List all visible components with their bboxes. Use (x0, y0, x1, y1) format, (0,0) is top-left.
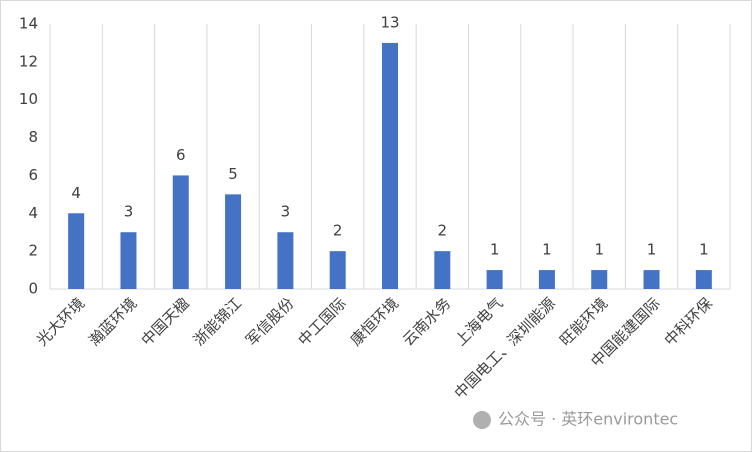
data-label: 4 (71, 184, 81, 202)
bar (225, 194, 242, 289)
y-tick-label: 10 (19, 90, 38, 108)
bar (382, 42, 398, 289)
y-tick-label: 4 (28, 204, 38, 222)
data-label: 1 (594, 241, 604, 259)
bar (329, 251, 346, 289)
bar (538, 270, 555, 289)
data-label: 1 (699, 241, 709, 259)
y-tick-label: 14 (19, 15, 38, 33)
bar (643, 270, 660, 289)
data-label: 1 (542, 241, 552, 259)
data-label: 5 (228, 165, 238, 183)
bar (277, 232, 294, 289)
y-tick-label: 6 (28, 166, 38, 184)
bar (434, 251, 451, 289)
y-tick-label: 2 (28, 242, 38, 260)
data-label: 13 (380, 13, 399, 31)
watermark: 公众号 · 英环environtec (498, 410, 678, 429)
bar (486, 270, 503, 289)
data-label: 2 (333, 222, 343, 240)
bar (172, 175, 189, 289)
data-label: 3 (124, 203, 134, 221)
y-tick-label: 12 (19, 52, 38, 70)
bar (68, 213, 85, 289)
y-tick-label: 0 (28, 280, 38, 298)
data-label: 1 (647, 241, 657, 259)
watermark-icon (473, 411, 491, 429)
bar (695, 270, 712, 289)
data-label: 2 (438, 222, 448, 240)
data-label: 6 (176, 146, 186, 164)
data-label: 1 (490, 241, 500, 259)
bar (591, 270, 608, 289)
data-label: 3 (281, 203, 291, 221)
y-tick-label: 8 (28, 128, 38, 146)
bar (120, 232, 137, 289)
